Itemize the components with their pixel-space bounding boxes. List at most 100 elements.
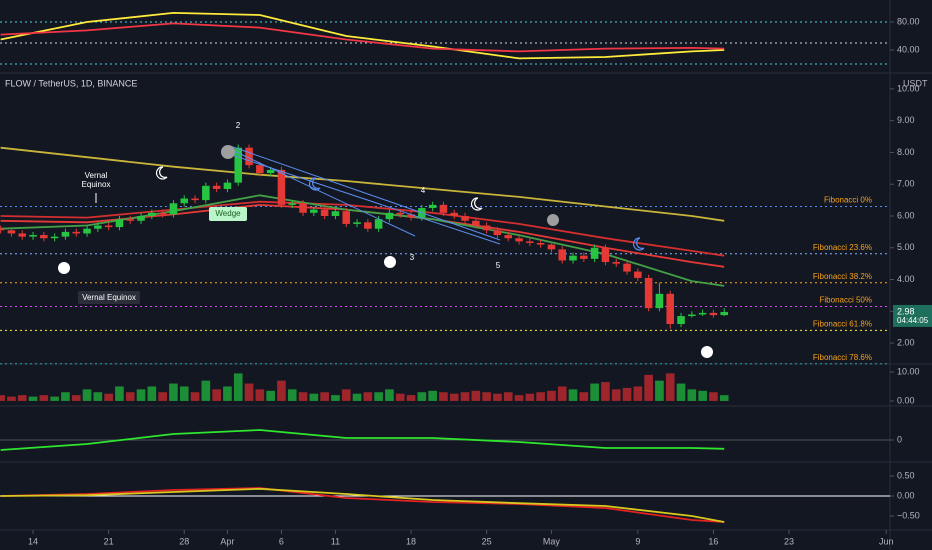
candle-body xyxy=(439,204,448,213)
volume-bar xyxy=(514,395,524,401)
candle-body xyxy=(299,203,307,213)
candle-body xyxy=(0,228,5,231)
candle-body xyxy=(202,185,210,201)
volume-bar xyxy=(352,393,362,401)
series-line xyxy=(0,487,725,523)
candle-body xyxy=(644,277,653,309)
volume-bar xyxy=(482,392,491,401)
candle-body xyxy=(385,212,394,220)
volume-bar xyxy=(698,390,707,401)
volume-bar xyxy=(644,374,653,401)
candle-body xyxy=(688,314,696,317)
wedge-line xyxy=(229,145,501,241)
volume-bar xyxy=(579,392,589,401)
circle-marker xyxy=(701,346,713,358)
x-tick-label: 23 xyxy=(784,536,794,546)
candle-body xyxy=(493,230,502,236)
wedge-line xyxy=(231,149,416,237)
x-tick-label: 9 xyxy=(635,536,640,546)
volume-bar xyxy=(331,395,340,401)
x-tick-label: 21 xyxy=(104,536,114,546)
candle-body xyxy=(148,212,156,216)
volume-bar xyxy=(71,395,81,401)
volume-bar xyxy=(115,386,124,401)
volume-bar xyxy=(385,389,394,401)
x-tick-label: 6 xyxy=(279,536,284,546)
y-tick-label: 0.50 xyxy=(897,470,915,480)
x-tick-label: 25 xyxy=(482,536,492,546)
volume-bar xyxy=(190,392,200,401)
volume-bar xyxy=(611,389,621,401)
fib-label: Fibonacci 50% xyxy=(820,296,872,305)
volume-bar xyxy=(244,383,254,401)
volume-bar xyxy=(158,392,167,401)
circle-marker xyxy=(547,214,559,226)
symbol-title: FLOW / TetherUS, 1D, BINANCE xyxy=(5,78,137,88)
annotation: Vernal xyxy=(85,171,108,180)
wave-label: 5 xyxy=(496,261,501,270)
circle-marker xyxy=(221,145,235,159)
candle-body xyxy=(623,263,631,272)
candle-body xyxy=(158,212,167,215)
volume-bar xyxy=(471,390,481,401)
volume-bar xyxy=(601,382,610,401)
candle-body xyxy=(266,169,275,174)
candle-body xyxy=(515,238,523,242)
volume-bar xyxy=(320,392,329,401)
volume-bar xyxy=(709,392,718,401)
last-price-label: 2.98 xyxy=(897,306,915,316)
volume-bar xyxy=(568,389,578,401)
candle-body xyxy=(18,233,27,237)
candle-body xyxy=(461,215,469,221)
volume-bar xyxy=(255,389,265,401)
candle-body xyxy=(180,198,189,204)
moon xyxy=(632,237,645,251)
x-tick-label: 18 xyxy=(406,536,416,546)
wave-label: 4 xyxy=(421,186,426,195)
candle-body xyxy=(590,247,599,259)
volume-bar xyxy=(590,383,599,401)
candle-body xyxy=(558,249,567,261)
volume-bar xyxy=(93,392,103,401)
candle-body xyxy=(310,209,318,213)
y-tick-label: 0.00 xyxy=(897,395,915,405)
candle-body xyxy=(504,235,513,239)
moon xyxy=(308,177,321,191)
y-tick-label: 8.00 xyxy=(897,147,915,157)
volume-bar xyxy=(633,386,643,401)
candle-body xyxy=(212,185,221,189)
candle-body xyxy=(29,235,37,237)
volume-bar xyxy=(61,392,70,401)
volume-bar xyxy=(17,395,27,401)
volume-bar xyxy=(622,387,632,401)
series-line xyxy=(0,22,725,53)
volume-bar xyxy=(28,396,38,401)
volume-bar xyxy=(39,395,49,401)
candle-body xyxy=(407,214,415,218)
candle-body xyxy=(364,222,372,229)
fib-label: Fibonacci 38.2% xyxy=(813,272,872,281)
series-line xyxy=(0,429,725,451)
candle-body xyxy=(536,242,545,245)
candle-body xyxy=(547,244,556,250)
volume-bar xyxy=(503,392,513,401)
volume-bar xyxy=(179,386,189,401)
series-line xyxy=(0,146,725,222)
volume-bar xyxy=(719,395,729,401)
candle-body xyxy=(601,247,610,263)
volume-bar xyxy=(212,389,221,401)
wedge-drawing xyxy=(229,145,501,245)
y-tick-label: 40.00 xyxy=(897,44,920,54)
y-tick-label: 4.00 xyxy=(897,274,915,284)
candle-body xyxy=(634,271,642,278)
circle-marker xyxy=(384,256,396,268)
wedge-line xyxy=(231,154,501,245)
markers xyxy=(58,145,713,358)
volume-bar xyxy=(439,392,448,401)
volume-bar xyxy=(169,383,178,401)
candle-body xyxy=(720,311,729,316)
candle-body xyxy=(50,236,59,239)
candle-body xyxy=(320,209,329,216)
circle-marker xyxy=(58,262,70,274)
y-tick-label: 9.00 xyxy=(897,115,915,125)
